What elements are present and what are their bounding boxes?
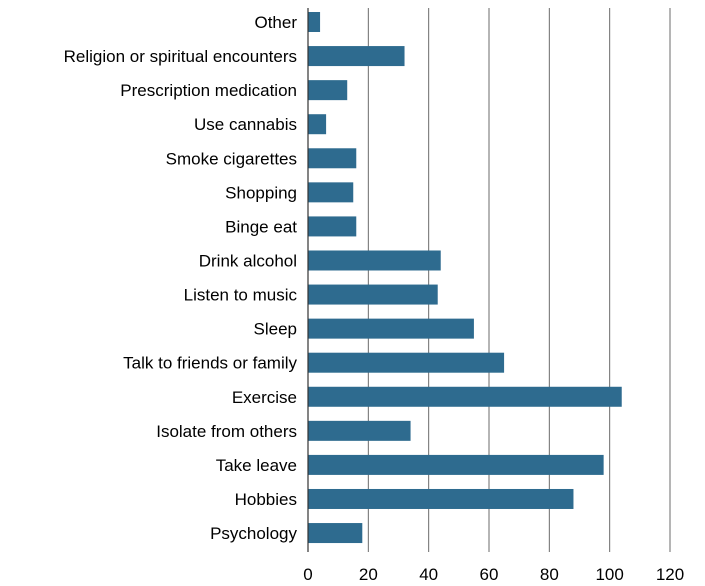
category-label-religion-or-spiritual-encounters: Religion or spiritual encounters (64, 47, 297, 66)
x-tick-label-40: 40 (419, 565, 438, 584)
bar-sleep (308, 318, 474, 339)
category-label-drink-alcohol: Drink alcohol (199, 251, 297, 270)
category-label-exercise: Exercise (232, 388, 297, 407)
x-tick-label-20: 20 (359, 565, 378, 584)
category-label-shopping: Shopping (225, 183, 297, 202)
category-label-use-cannabis: Use cannabis (194, 115, 297, 134)
category-label-smoke-cigarettes: Smoke cigarettes (166, 149, 297, 168)
x-tick-label-120: 120 (656, 565, 684, 584)
category-label-other: Other (254, 13, 297, 32)
bar-psychology (308, 523, 363, 544)
category-label-sleep: Sleep (254, 320, 297, 339)
category-label-isolate-from-others: Isolate from others (156, 422, 297, 441)
x-tick-label-100: 100 (595, 565, 623, 584)
bars (308, 12, 622, 544)
bar-take-leave (308, 454, 604, 475)
bar-smoke-cigarettes (308, 148, 357, 169)
bar-shopping (308, 182, 354, 203)
category-labels: Other Religion or spiritual encounters Pre… (64, 13, 298, 543)
bar-other (308, 12, 321, 32)
x-tick-label-80: 80 (540, 565, 559, 584)
bar-exercise (308, 386, 622, 407)
x-tick-labels: 0 20 40 60 80 100 120 (303, 565, 684, 584)
x-tick-label-0: 0 (303, 565, 312, 584)
bar-drink-alcohol (308, 250, 441, 271)
bar-listen-to-music (308, 284, 438, 305)
bar-talk-to-friends-or-family (308, 352, 505, 373)
bar-isolate-from-others (308, 420, 411, 441)
category-label-talk-to-friends-or-family: Talk to friends or family (123, 354, 297, 373)
category-label-psychology: Psychology (210, 524, 297, 543)
category-label-binge-eat: Binge eat (225, 217, 297, 236)
category-label-listen-to-music: Listen to music (184, 286, 298, 305)
x-tick-label-60: 60 (480, 565, 499, 584)
category-label-prescription-medication: Prescription medication (120, 81, 297, 100)
bar-hobbies (308, 488, 574, 509)
bar-prescription-medication (308, 80, 348, 101)
bar-use-cannabis (308, 114, 327, 135)
category-label-hobbies: Hobbies (235, 490, 297, 509)
category-label-take-leave: Take leave (216, 456, 297, 475)
bar-religion-or-spiritual-encounters (308, 46, 405, 67)
bar-binge-eat (308, 216, 357, 237)
